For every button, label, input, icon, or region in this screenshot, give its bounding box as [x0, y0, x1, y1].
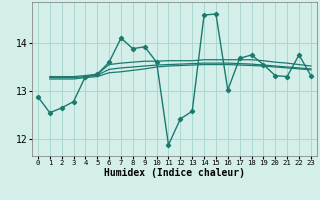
X-axis label: Humidex (Indice chaleur): Humidex (Indice chaleur)	[104, 168, 245, 178]
